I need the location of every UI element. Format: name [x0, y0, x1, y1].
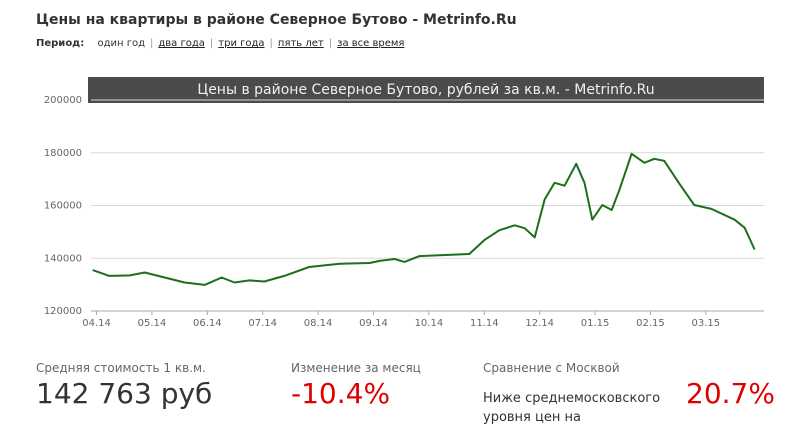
x-tick-label: 10.14 — [415, 318, 444, 329]
chart-title: Цены в районе Северное Бутово, рублей за… — [197, 82, 654, 98]
y-tick-label: 180000 — [44, 148, 82, 159]
stat-label: Изменение за месяц — [291, 361, 421, 375]
x-tick-label: 01.15 — [581, 318, 610, 329]
y-tick-label: 140000 — [44, 253, 82, 264]
period-current: один год — [97, 38, 145, 49]
stat-value: 142 763 руб — [36, 377, 213, 410]
period-link[interactable]: за все время — [337, 38, 405, 49]
chart-title-bar — [88, 77, 764, 103]
y-tick-label: 160000 — [44, 201, 82, 212]
period-label: Период: — [36, 38, 85, 49]
stat-label: Сравнение с Москвой — [483, 361, 620, 375]
y-tick-label: 120000 — [44, 306, 82, 317]
y-tick-label: 200000 — [44, 95, 82, 106]
stat-text: Ниже среднемосковского уровня цен на — [483, 389, 660, 427]
stat-label: Средняя стоимость 1 кв.м. — [36, 361, 206, 375]
x-tick-label: 04.14 — [82, 318, 111, 329]
x-tick-label: 02.15 — [636, 318, 665, 329]
stat-value: 20.7% — [686, 377, 775, 410]
x-tick-label: 12.14 — [525, 318, 554, 329]
price-line — [92, 152, 756, 286]
x-tick-label: 07.14 — [248, 318, 277, 329]
chart: Цены в районе Северное Бутово, рублей за… — [44, 77, 764, 329]
period-link[interactable]: два года — [158, 38, 205, 49]
stat-text-line: Ниже среднемосковского — [483, 391, 661, 406]
x-tick-label: 08.14 — [304, 318, 333, 329]
period-link[interactable]: три года — [218, 38, 265, 49]
x-tick-label: 05.14 — [138, 318, 167, 329]
page-title: Цены на квартиры в районе Северное Бутов… — [36, 12, 517, 28]
period-selector: Период: один год | два года | три года | пять … — [36, 38, 405, 49]
x-tick-label: 06.14 — [193, 318, 222, 329]
x-tick-label: 09.14 — [359, 318, 388, 329]
x-tick-label: 03.15 — [692, 318, 721, 329]
period-link[interactable]: пять лет — [277, 38, 324, 49]
x-tick-label: 11.14 — [470, 318, 499, 329]
stat-value: -10.4% — [291, 377, 391, 410]
stat-text-line: уровня цен на — [483, 410, 581, 425]
